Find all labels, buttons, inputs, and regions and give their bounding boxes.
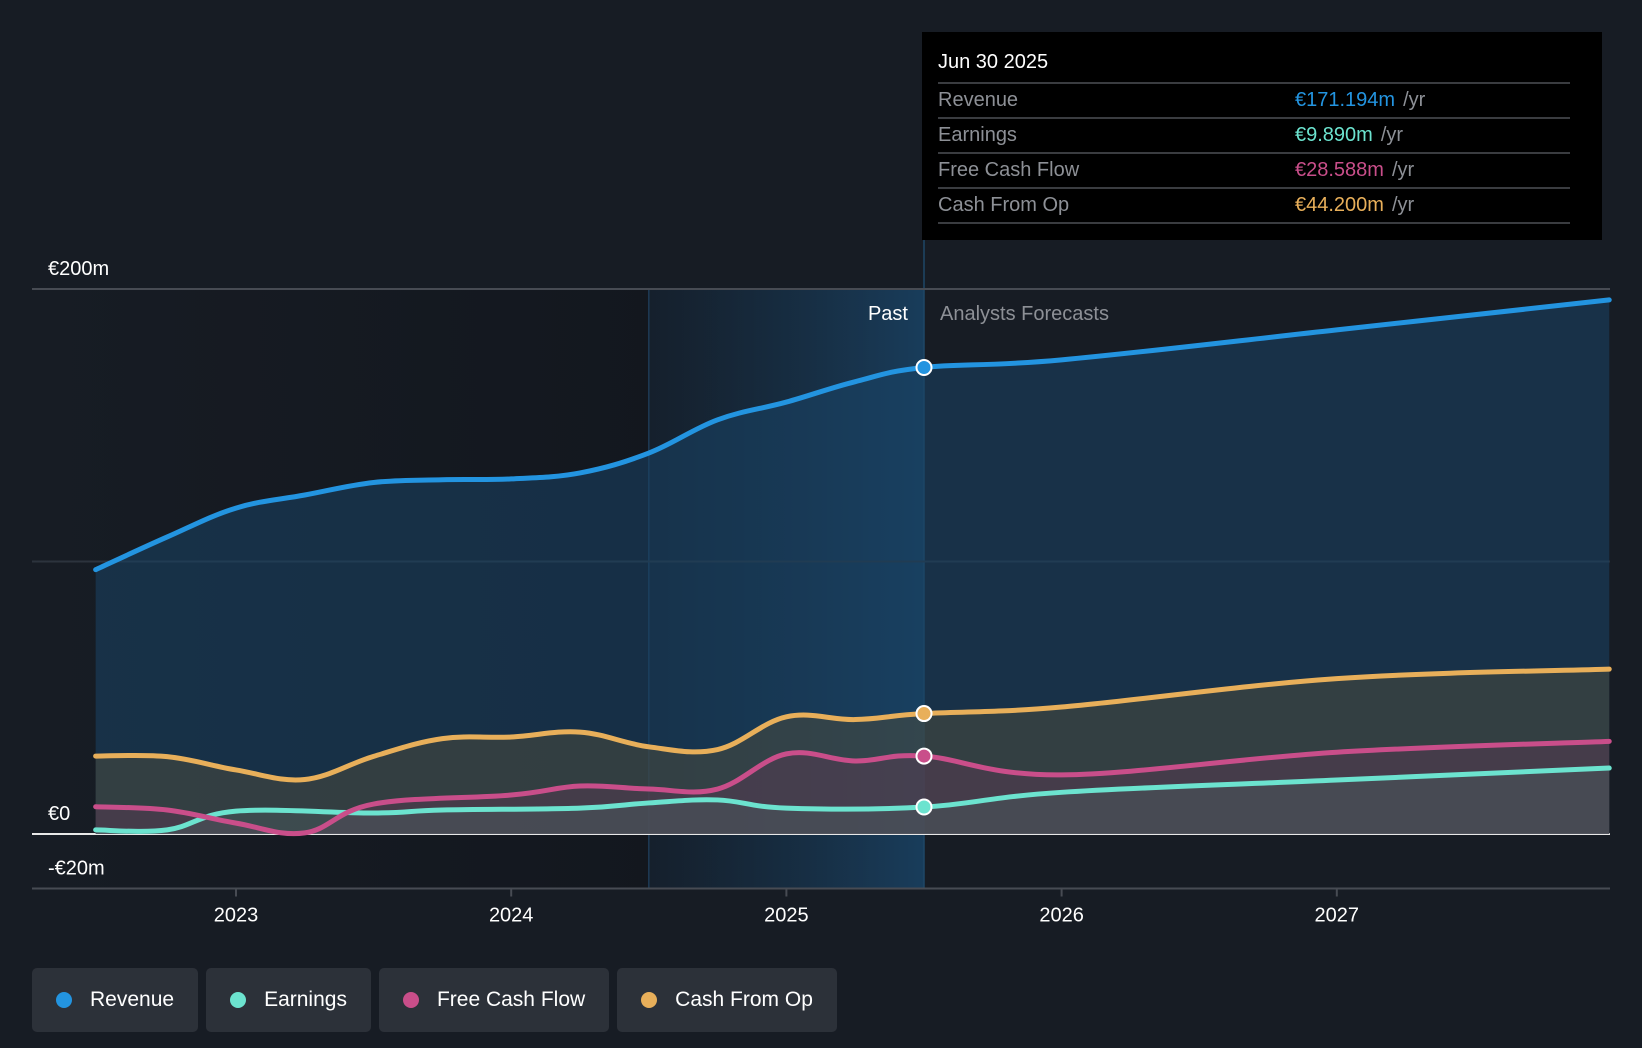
x-axis-label: 2027 [1315,905,1360,927]
tooltip-unit: /yr [1403,89,1426,111]
free-cash-flow-line [93,738,1612,837]
tooltip-unit: /yr [1380,124,1404,146]
tooltip-label: Revenue [938,89,1019,111]
x-axis-label: 2026 [1039,905,1084,927]
legend-label: Earnings [264,988,347,1011]
x-axis-label: 2023 [214,905,259,927]
cash-from-op-area [95,669,1610,834]
tooltip-row-earnings: Earnings €9.890m /yr [938,119,1570,154]
legend-item-free-cash-flow[interactable]: Free Cash Flow [378,968,610,1032]
free-cash-flow-marker [915,747,933,765]
tooltip-value: €9.890m [1295,124,1373,146]
x-axis-label: 2024 [489,905,534,927]
legend-label: Revenue [90,988,175,1011]
tooltip-value: €28.588m [1295,159,1384,181]
legend-dot-icon [402,992,419,1008]
tooltip-row-revenue: Revenue €171.194m /yr [938,84,1570,119]
legend-item-cash-from-op[interactable]: Cash From Op [617,968,837,1032]
tooltip-date: Jun 30 2025 [938,46,1570,84]
forecast-label: Analysts Forecasts [940,303,1109,325]
revenue-line [93,297,1612,573]
legend-label: Free Cash Flow [436,988,586,1011]
earnings-marker [915,798,933,816]
tooltip-row-free-cash-flow: Free Cash Flow €28.588m /yr [938,154,1570,189]
y-axis-label: €200m [48,258,109,280]
legend-item-revenue[interactable]: Revenue [32,968,199,1032]
legend-item-earnings[interactable]: Earnings [206,968,371,1032]
earnings-line [93,765,1612,834]
legend-dot-icon [56,992,72,1008]
chart: €200m €0 -€20m 2023 2024 2025 2026 2027 Past Anal… [32,240,1612,927]
tooltip-label: Free Cash Flow [938,159,1080,181]
y-axis-label: -€20m [48,858,105,880]
tooltip-row-cash-from-op: Cash From Op €44.200m /yr [938,189,1570,224]
legend-dot-icon [641,992,658,1008]
legend-dot-icon [230,992,247,1008]
revenue-marker [915,358,933,376]
x-axis-label: 2025 [764,905,809,927]
tooltip-label: Earnings [938,124,1017,146]
cash-from-op-line [93,666,1612,783]
tooltip-label: Cash From Op [938,194,1070,216]
tooltip-value: €171.194m [1295,89,1396,111]
legend-label: Cash From Op [675,988,813,1011]
tooltip-unit: /yr [1391,159,1415,181]
tooltip: Jun 30 2025 Revenue €171.194m /yr Earnin… [922,32,1602,240]
legend: Revenue Earnings Free Cash Flow Cash Fro… [32,968,837,1032]
tooltip-unit: /yr [1391,194,1415,216]
cash-from-op-marker [915,705,933,723]
tooltip-value: €44.200m [1295,194,1384,216]
y-axis-label: €0 [48,803,70,825]
past-label: Past [868,303,908,325]
